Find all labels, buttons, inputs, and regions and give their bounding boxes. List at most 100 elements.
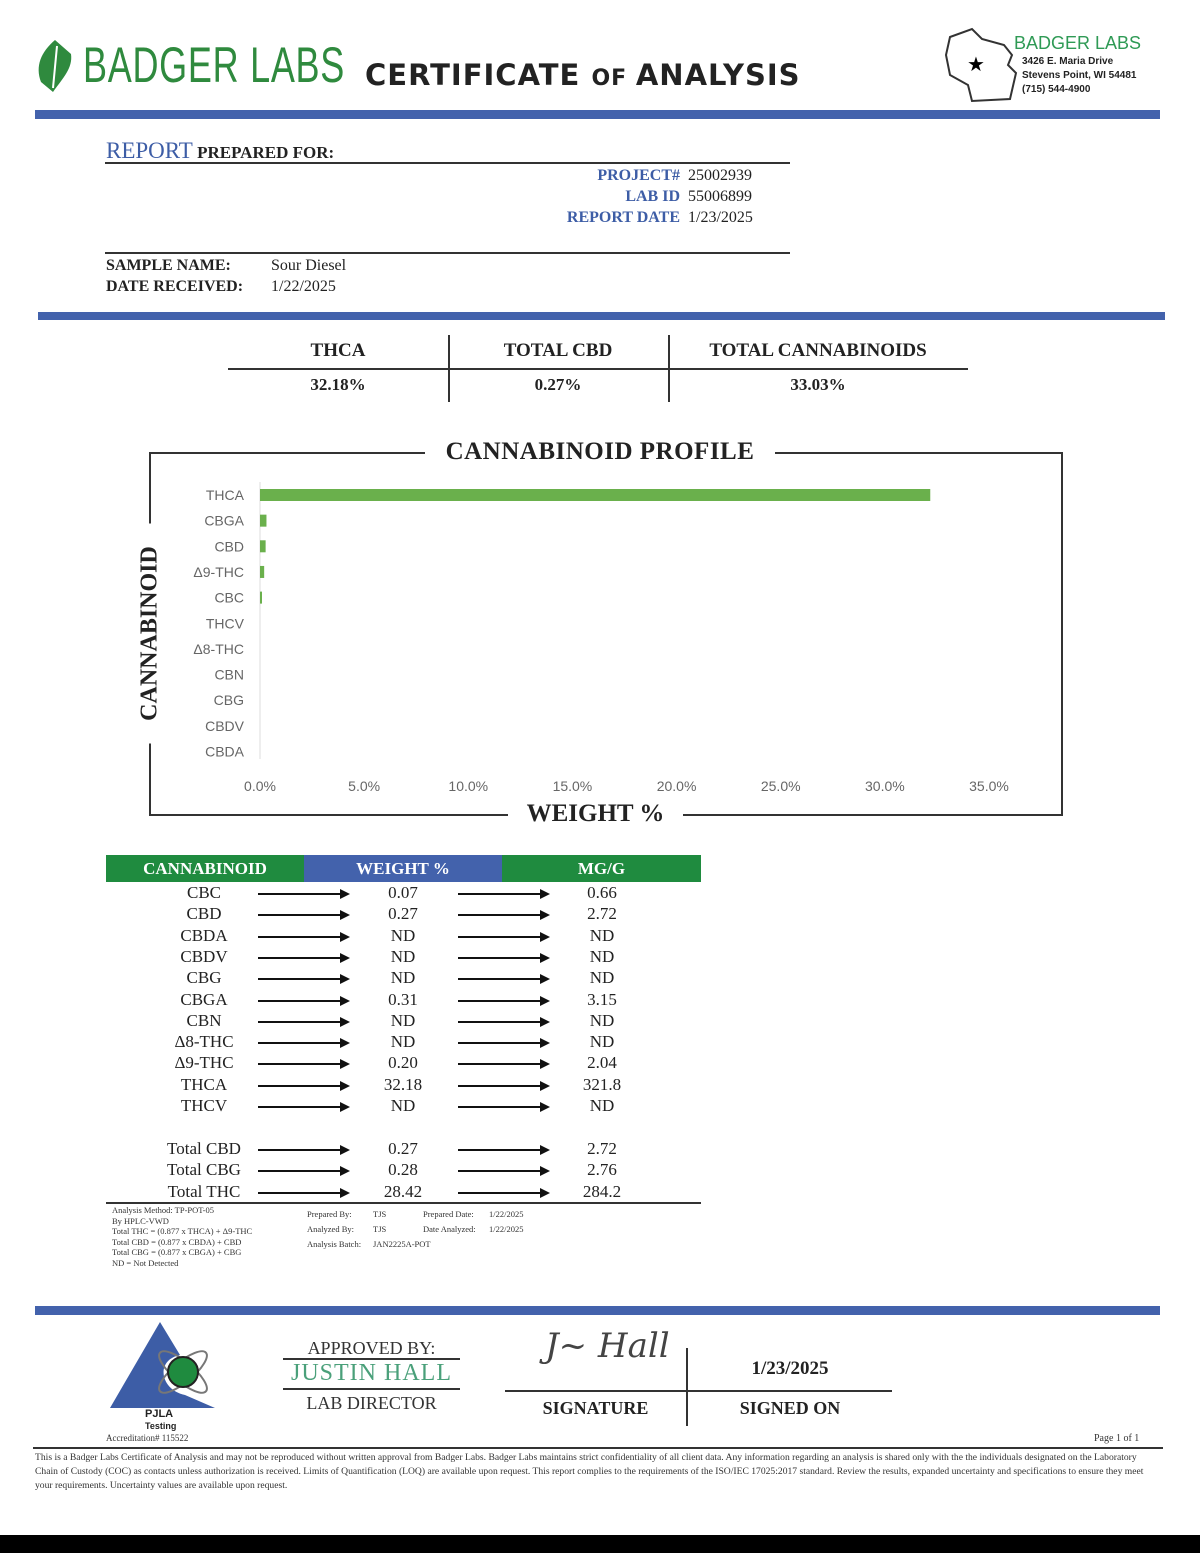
x-tick-label: 25.0% <box>761 778 801 794</box>
column-header-weight: WEIGHT % <box>304 855 502 882</box>
table-row: CBC 0.07 0.66 <box>106 883 701 903</box>
column-header-cannabinoid: CANNABINOID <box>106 855 304 882</box>
approver-name: JUSTIN HALL <box>291 1360 452 1386</box>
cannabinoid-name: Δ8-THC <box>174 1032 234 1052</box>
mg-per-g: 3.15 <box>587 989 617 1009</box>
weight-percent: ND <box>390 946 416 966</box>
arrow-icon <box>458 1080 550 1091</box>
sample-values: Sour Diesel 1/22/2025 <box>271 255 346 297</box>
logo-text: BADGER LABS <box>83 37 346 93</box>
table-row: CBDV ND ND <box>106 947 701 967</box>
cannabinoid-name: CBN <box>186 1010 222 1030</box>
table-row: CBDA ND ND <box>106 926 701 946</box>
arrow-icon <box>458 995 550 1006</box>
cannabinoid-name: Total CBD <box>167 1139 241 1158</box>
weight-percent: 28.42 <box>383 1181 423 1201</box>
arrow-icon <box>458 1038 550 1049</box>
mg-per-g: 0.66 <box>587 883 617 902</box>
weight-percent: 0.28 <box>388 1160 418 1180</box>
cannabinoid-name: CBG <box>186 968 222 988</box>
badger-labs-logo: BADGER LABS <box>33 36 344 98</box>
report-meta-labels: PROJECT# LAB ID REPORT DATE <box>480 165 680 228</box>
divider <box>505 1390 892 1392</box>
mg-per-g: ND <box>589 1096 615 1115</box>
signature-image: J~ Hall <box>545 1326 670 1366</box>
approver-role: LAB DIRECTOR <box>306 1393 437 1413</box>
header-divider <box>35 110 1160 119</box>
chart-title: CANNABINOID PROFILE <box>425 438 775 466</box>
y-tick-label: CBD <box>214 538 244 554</box>
footer-divider <box>35 1306 1160 1315</box>
y-tick-label: CBN <box>214 667 244 683</box>
date-received: 1/22/2025 <box>271 278 336 295</box>
address-street: 3426 E. Maria Drive <box>1022 56 1114 67</box>
arrow-icon <box>258 1145 350 1155</box>
report-date-label: REPORT DATE <box>566 209 680 226</box>
summary-thca-label: THCA <box>310 340 366 361</box>
mg-per-g: 284.2 <box>582 1181 622 1201</box>
pjla-testing: Testing <box>145 1421 177 1431</box>
chart-x-axis-label: WEIGHT % <box>508 800 683 828</box>
weight-percent: 0.20 <box>388 1053 418 1073</box>
y-tick-label: THCA <box>206 487 245 503</box>
y-tick-label: CBDA <box>205 744 245 760</box>
divider <box>668 335 670 402</box>
summary-total-cbd-value: 0.27% <box>534 375 582 394</box>
table-row: Total THC 28.42 284.2 <box>106 1182 701 1202</box>
sample-name: Sour Diesel <box>271 257 347 274</box>
svg-text:★: ★ <box>967 54 985 76</box>
lab-id: 55006899 <box>688 188 752 205</box>
arrow-icon <box>458 1145 550 1155</box>
arrow-icon <box>458 952 550 963</box>
arrow-icon <box>258 931 350 942</box>
mg-per-g: 2.72 <box>587 1139 617 1158</box>
arrow-icon <box>258 1016 350 1027</box>
weight-percent: 0.27 <box>388 904 418 924</box>
y-tick-label: Δ9-THC <box>193 564 244 580</box>
divider <box>283 1358 460 1360</box>
y-tick-label: CBGA <box>204 513 244 529</box>
cannabinoid-name: THCV <box>180 1096 228 1115</box>
disclaimer-text: This is a Badger Labs Certificate of Ana… <box>35 1452 1144 1491</box>
report-prepared-for-label: REPORT PREPARED FOR: <box>106 138 335 163</box>
arrow-icon <box>458 1187 550 1198</box>
method-notes: Analysis Method: TP-POT-05 By HPLC-VWD Tot… <box>112 1205 253 1268</box>
arrow-icon <box>458 1166 550 1177</box>
mg-per-g: ND <box>589 968 615 988</box>
section-divider <box>38 312 1165 320</box>
weight-percent: 0.07 <box>388 883 418 902</box>
chart-plot: THCA CBGA CBD Δ9-THC CBC THCV Δ8-THC CBN CBG CBDV… <box>193 482 1009 794</box>
arrow-icon <box>458 931 550 942</box>
lab-id-label: LAB ID <box>625 188 680 205</box>
weight-percent: ND <box>390 1096 416 1115</box>
summary-total-cannabinoids-label: TOTAL CANNABINOIDS <box>709 340 927 361</box>
arrow-icon <box>258 1102 350 1112</box>
x-tick-label: 0.0% <box>244 778 276 794</box>
wisconsin-map-icon: ★ <box>944 27 1018 103</box>
divider <box>105 162 790 164</box>
y-tick-label: CBC <box>214 590 244 606</box>
mg-per-g: 321.8 <box>582 1074 622 1094</box>
page-number: Page 1 of 1 <box>1094 1433 1140 1444</box>
signature-label: SIGNATURE <box>542 1398 649 1418</box>
arrow-icon <box>258 1080 350 1091</box>
arrow-icon <box>458 910 550 921</box>
arrow-icon <box>258 974 350 985</box>
summary-thca-value: 32.18% <box>310 375 366 394</box>
cannabinoid-name: CBD <box>186 904 222 924</box>
y-tick-label: CBDV <box>205 718 245 734</box>
address-lines: 3426 E. Maria Drive Stevens Point, WI 54… <box>1022 55 1137 97</box>
bar-Δ9-THC <box>260 565 265 578</box>
leaf-icon <box>38 40 72 92</box>
arrow-icon <box>258 1038 350 1049</box>
x-tick-label: 20.0% <box>657 778 697 794</box>
x-tick-label: 10.0% <box>448 778 488 794</box>
report-date: 1/23/2025 <box>688 209 753 226</box>
x-tick-label: 5.0% <box>348 778 380 794</box>
lab-address-block: ★ BADGER LABS 3426 E. Maria Drive Steven… <box>942 25 1162 105</box>
table-row: CBG ND ND <box>106 968 701 988</box>
cannabinoid-name: Δ9-THC <box>174 1053 234 1073</box>
x-tick-label: 30.0% <box>865 778 905 794</box>
column-header-mg-g: MG/G <box>502 855 701 882</box>
signed-on-label: SIGNED ON <box>739 1398 841 1418</box>
